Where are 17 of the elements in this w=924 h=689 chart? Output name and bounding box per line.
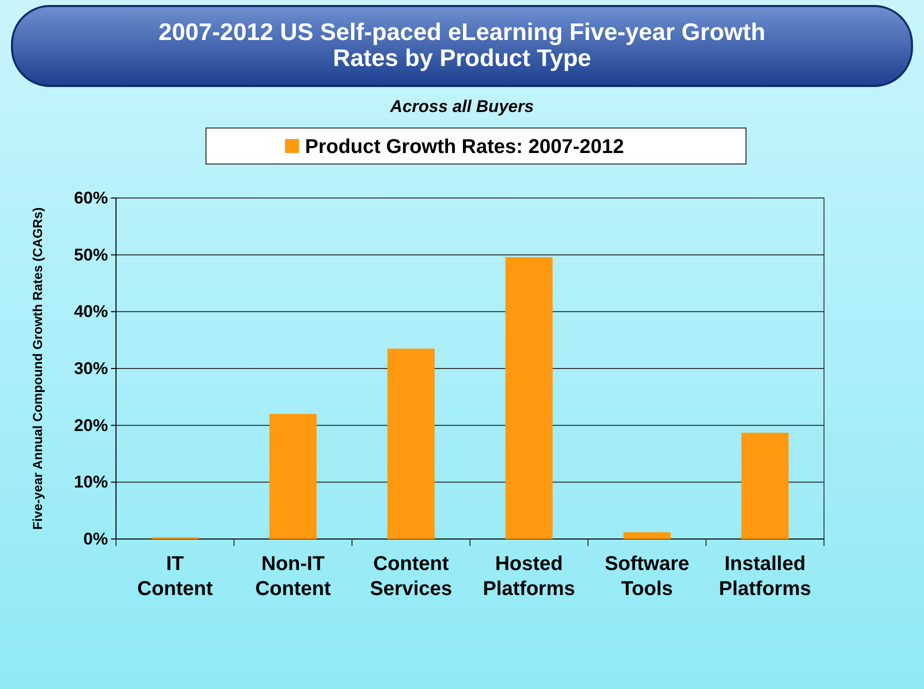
y-tick-label: 20% [74,416,108,435]
y-axis-title: Five-year Annual Compound Growth Rates (CAGRs) [30,207,45,530]
x-tick-label: IT Content [137,553,214,600]
y-tick-label: 40% [74,302,108,322]
legend-label: Product Growth Rates: 2007-2012 [305,136,624,158]
y-tick-label: 10% [74,472,108,492]
chart-title: 2007-2012 US Self-paced eLearning Five-year Growth Rates by Product Type [158,19,766,72]
x-tick-label: Content Services [370,553,452,600]
chart-subtitle: Across all Buyers [389,97,534,116]
y-tick-label: 0% [83,529,108,548]
y-tick-label: 50% [74,245,108,264]
x-tick-label: Software Tools [604,553,690,600]
x-tick-label: Installed Platforms [718,553,812,600]
y-tick-label: 60% [74,188,108,208]
x-tick-label: Hosted Platforms [482,553,576,600]
x-tick-label: Non-IT Content [255,553,332,600]
y-tick-label: 30% [74,358,108,378]
